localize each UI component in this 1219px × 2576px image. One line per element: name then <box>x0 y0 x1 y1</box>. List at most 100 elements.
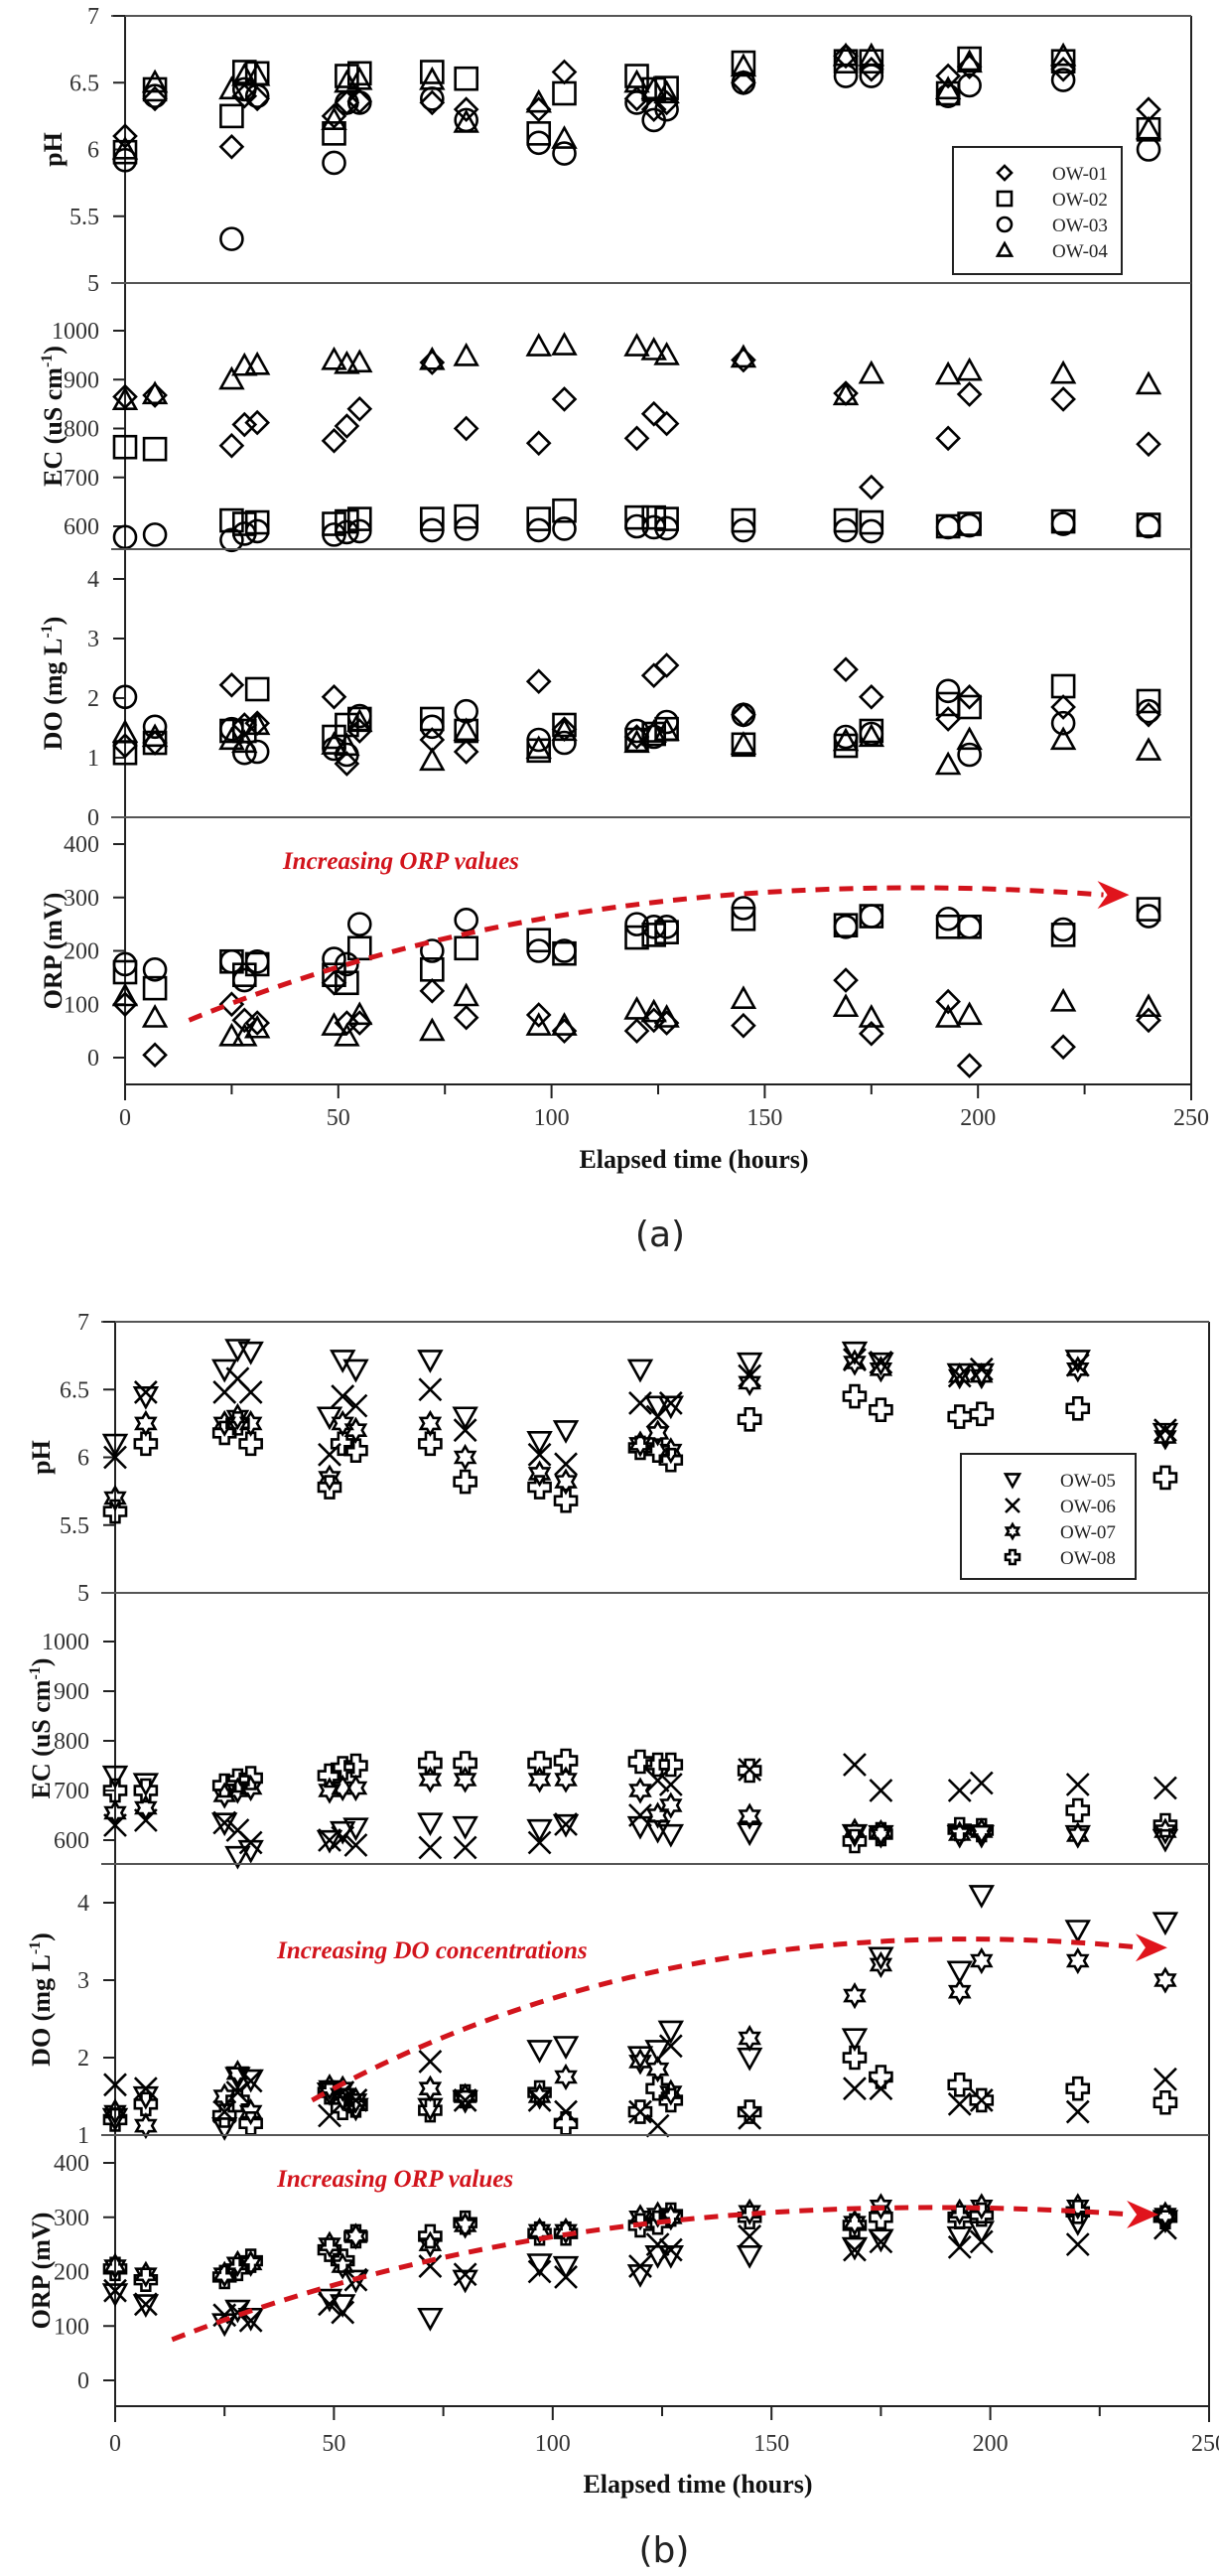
data-point <box>553 2111 579 2136</box>
data-point <box>343 1438 368 1463</box>
data-point <box>134 1409 158 1438</box>
data-point <box>219 226 244 251</box>
data-point <box>330 1756 355 1781</box>
data-point <box>623 69 650 93</box>
data-point <box>552 1420 580 1444</box>
legend-marker-triangle-up-icon <box>995 240 1015 257</box>
data-point <box>624 64 649 88</box>
data-point <box>626 1815 654 1840</box>
data-point <box>525 1012 552 1036</box>
data-point <box>322 522 346 547</box>
data-point <box>1135 370 1162 395</box>
data-point <box>453 2083 477 2109</box>
data-point <box>334 732 360 757</box>
data-point <box>453 415 479 442</box>
data-point <box>210 1359 238 1383</box>
data-point <box>317 1475 342 1500</box>
data-point <box>1065 2099 1090 2124</box>
data-point <box>935 988 961 1015</box>
legend-box <box>952 146 1123 275</box>
x-tick-label: 100 <box>534 1105 570 1131</box>
superscript: -1 <box>39 355 56 367</box>
data-point <box>969 1771 994 1795</box>
data-point <box>133 1778 159 1803</box>
data-point <box>1136 1007 1161 1034</box>
data-point <box>551 125 578 149</box>
data-point <box>645 1419 670 1447</box>
data-point <box>1153 2201 1177 2228</box>
data-point <box>321 731 347 755</box>
x-tick-label: 50 <box>322 2431 345 2457</box>
data-point <box>335 90 359 115</box>
y-tick-label: 6 <box>87 138 99 164</box>
data-point <box>243 351 271 375</box>
series-ow-04 <box>111 708 1162 776</box>
data-point <box>623 1018 650 1044</box>
data-point <box>1135 993 1162 1018</box>
data-point <box>935 678 961 704</box>
legend: OW-05 OW-06 OW-07 OW-08 <box>960 1453 1137 1580</box>
data-point <box>244 518 270 544</box>
data-point <box>453 2262 477 2287</box>
data-point <box>731 507 756 533</box>
paren: ) <box>39 617 68 626</box>
data-point <box>335 519 359 545</box>
data-point <box>231 511 257 536</box>
data-point <box>956 381 983 407</box>
data-point <box>343 2093 368 2118</box>
data-point <box>1135 115 1162 140</box>
data-point <box>869 1356 893 1383</box>
data-point <box>1050 511 1076 536</box>
data-point <box>731 70 756 95</box>
series-ow-06 <box>103 1753 1177 1860</box>
data-point <box>842 1383 868 1409</box>
data-point <box>527 1460 552 1488</box>
data-point <box>935 63 961 89</box>
data-point <box>318 1777 341 1804</box>
data-point <box>659 1437 683 1465</box>
data-point <box>842 1828 868 1854</box>
data-point <box>1153 1817 1177 1845</box>
data-point <box>1153 2067 1177 2091</box>
data-point <box>420 957 445 982</box>
legend-label: OW-02 <box>1052 190 1108 211</box>
data-point <box>654 915 679 939</box>
data-point <box>134 2260 158 2288</box>
data-point <box>141 1004 169 1028</box>
data-point <box>1065 2232 1090 2257</box>
data-point <box>231 740 257 766</box>
data-point <box>102 2256 128 2282</box>
data-point <box>346 703 372 729</box>
data-point <box>231 60 257 84</box>
data-point <box>102 1778 128 1803</box>
data-point <box>218 1022 245 1047</box>
data-point <box>219 527 244 553</box>
series-ow-02 <box>112 46 1161 165</box>
series-ow-03 <box>112 896 1161 993</box>
data-point <box>1049 987 1077 1012</box>
data-point <box>858 42 885 67</box>
data-point <box>134 1793 158 1822</box>
data-point <box>859 64 884 88</box>
data-point <box>211 2103 237 2128</box>
data-point <box>1152 2089 1178 2115</box>
legend-item-ow-04: OW-04 <box>995 240 1108 262</box>
data-point <box>335 970 359 996</box>
x-axis-title: Elapsed time (hours) <box>583 2470 812 2499</box>
data-point <box>869 1818 893 1847</box>
data-point <box>419 350 446 375</box>
data-point <box>935 425 961 452</box>
data-point <box>645 2113 670 2138</box>
data-point <box>1049 42 1077 67</box>
data-point <box>142 85 168 112</box>
data-point <box>653 341 680 365</box>
data-point <box>231 967 257 993</box>
data-point <box>935 706 961 732</box>
fig-a-panel-ph: 5 5.5 6 6.5 7 pH <box>39 4 1191 297</box>
x-axis-title: Elapsed time (hours) <box>579 1145 808 1174</box>
data-point <box>957 915 982 939</box>
data-point <box>624 513 649 539</box>
data-point <box>731 50 756 75</box>
y-tick-label: 2 <box>87 686 99 712</box>
